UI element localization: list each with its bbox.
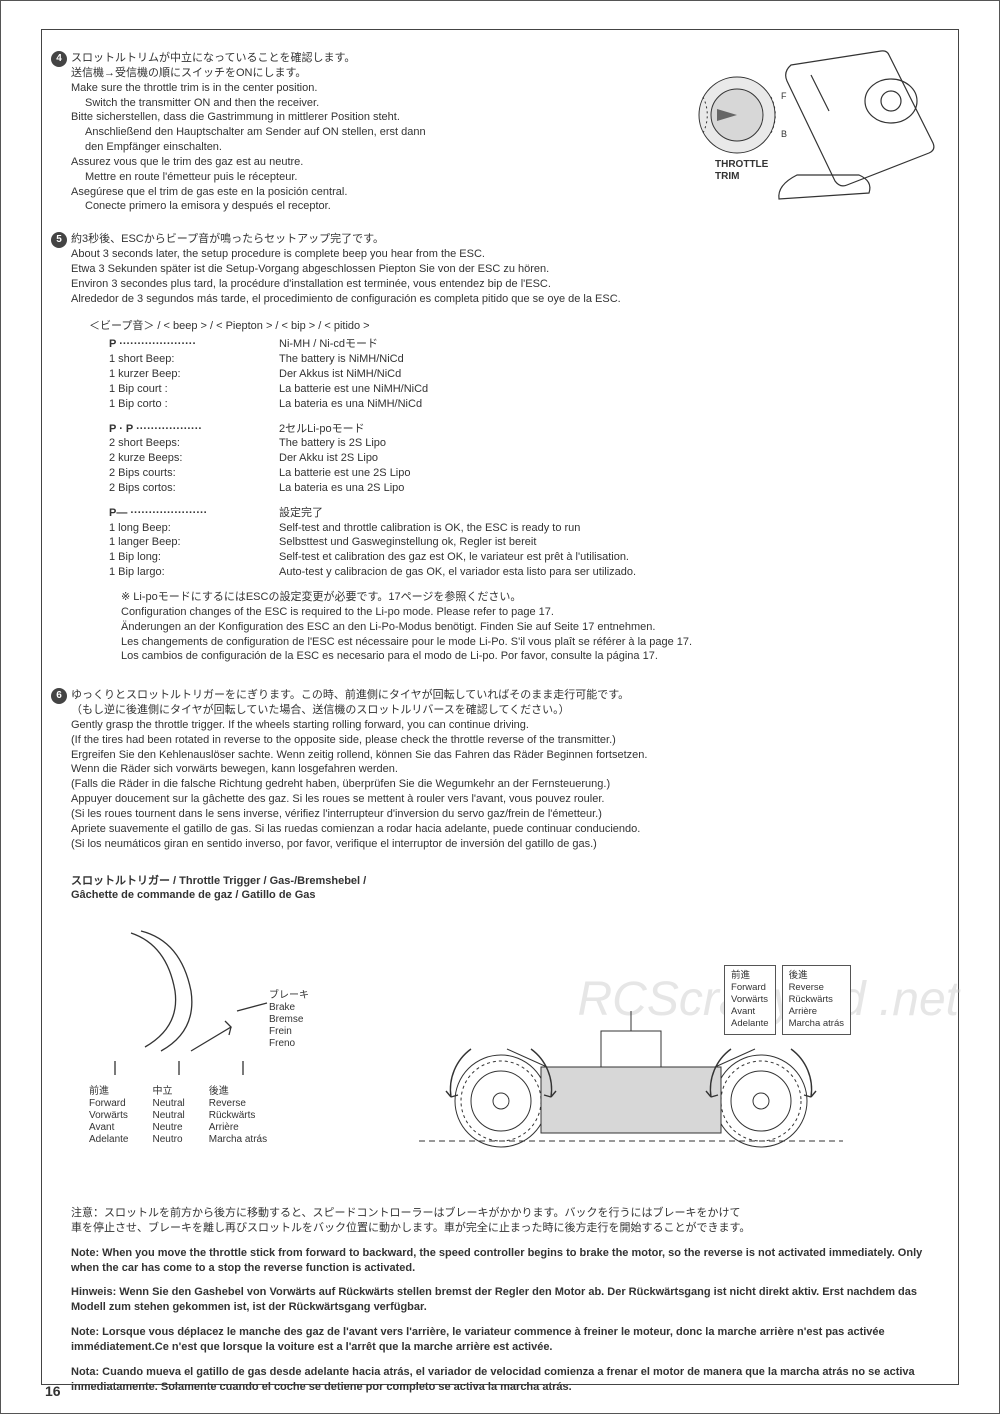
- trigger-title: スロットルトリガー / Throttle Trigger / Gas-/Brem…: [71, 874, 941, 904]
- note-es: Nota: Cuando mueva el gatillo de gas des…: [71, 1365, 941, 1395]
- reverse-labels: 後進ReverseRückwärtsArrièreMarcha atrás: [209, 1086, 267, 1146]
- step-number: 4: [51, 51, 67, 67]
- note-de: Hinweis: Wenn Sie den Gashebel von Vorwä…: [71, 1285, 941, 1315]
- transmitter-illustration: F B THROTTLE TRIM: [681, 45, 941, 205]
- beep-block-1: P ·····················Ni-MH / Ni-cdモード …: [109, 337, 941, 411]
- svg-text:F: F: [781, 91, 787, 101]
- dir-reverse-box: 後進ReverseRückwärtsArrièreMarcha atrás: [782, 965, 851, 1034]
- dir-forward-box: 前進ForwardVorwärtsAvantAdelante: [724, 965, 776, 1034]
- svg-text:THROTTLE: THROTTLE: [715, 159, 769, 170]
- config-note: ※ Li-poモードにするにはESCの設定変更が必要です。17ページを参照くださ…: [121, 590, 941, 664]
- svg-text:TRIM: TRIM: [715, 171, 739, 182]
- step-5-text: 約3秒後、ESCからビープ音が鳴ったらセットアップ完了です。 About 3 s…: [71, 232, 941, 306]
- chassis-diagram: 前進ForwardVorwärtsAvantAdelante 後進Reverse…: [411, 971, 851, 1166]
- step-6-text: ゆっくりとスロットルトリガーをにぎります。この時、前進側にタイヤが回転していれば…: [71, 688, 941, 851]
- beep-header: ＜ビープ音＞ / < beep > / < Piepton > / < bip …: [89, 319, 941, 334]
- step-4-text: スロットルトリムが中立になっていることを確認します。 送信機→受信機の順にスイッ…: [71, 51, 651, 214]
- neutral-labels: 中立NeutralNeutralNeutreNeutro: [152, 1086, 184, 1146]
- step-number: 6: [51, 688, 67, 704]
- step-4: 4 スロットルトリムが中立になっていることを確認します。 送信機→受信機の順にス…: [71, 51, 651, 214]
- note-fr: Note: Lorsque vous déplacez le manche de…: [71, 1325, 941, 1355]
- step-5: 5 約3秒後、ESCからビープ音が鳴ったらセットアップ完了です。 About 3…: [71, 232, 941, 664]
- step-6: 6 ゆっくりとスロットルトリガーをにぎります。この時、前進側にタイヤが回転してい…: [71, 688, 941, 851]
- svg-text:B: B: [781, 129, 787, 139]
- forward-labels: 前進ForwardVorwärtsAvantAdelante: [89, 1086, 128, 1146]
- trigger-diagram: ブレーキ Brake Bremse Frein Freno 前進ForwardV…: [71, 911, 371, 1266]
- beep-block-2: P · P ··················2セルLi-poモード 2 sh…: [109, 422, 941, 496]
- brake-labels: ブレーキ Brake Bremse Frein Freno: [269, 990, 349, 1050]
- step-number: 5: [51, 232, 67, 248]
- page-number: 16: [45, 1382, 61, 1401]
- beep-block-3: P— ·····················設定完了 1 long Beep…: [109, 506, 941, 580]
- throttle-trigger-section: スロットルトリガー / Throttle Trigger / Gas-/Brem…: [71, 874, 941, 1267]
